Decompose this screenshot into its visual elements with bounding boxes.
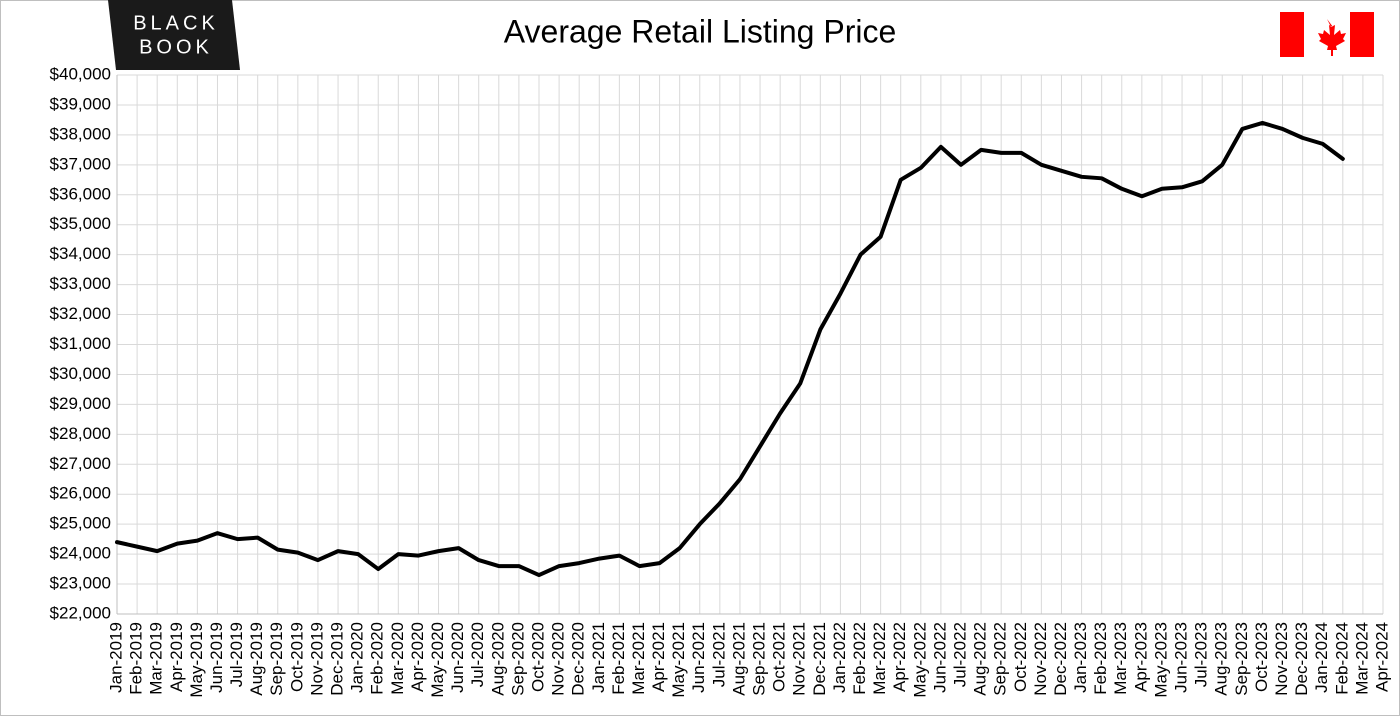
x-tick-label: Nov-2022 [1031, 622, 1050, 696]
flag-band [1350, 12, 1374, 57]
logo-badge [108, 0, 240, 70]
logo: BLACK BOOK [108, 0, 240, 70]
x-tick-label: Jun-2019 [207, 622, 226, 693]
y-tick-label: $38,000 [50, 124, 111, 143]
x-tick-label: Sep-2019 [267, 622, 286, 696]
x-tick-label: Dec-2020 [569, 622, 588, 696]
x-tick-label: Apr-2019 [167, 622, 186, 692]
x-tick-label: Feb-2021 [609, 622, 628, 695]
x-tick-label: Sep-2022 [991, 622, 1010, 696]
logo-text: BOOK [139, 36, 213, 58]
x-tick-label: Jun-2021 [689, 622, 708, 693]
x-tick-label: Jul-2023 [1192, 622, 1211, 687]
y-tick-label: $22,000 [50, 603, 111, 622]
x-tick-label: Aug-2019 [247, 622, 266, 696]
y-tick-label: $29,000 [50, 394, 111, 413]
y-tick-label: $24,000 [50, 544, 111, 563]
x-tick-label: Jul-2019 [227, 622, 246, 687]
y-tick-label: $37,000 [50, 154, 111, 173]
price-line [115, 120, 1345, 578]
x-tick-label: Aug-2022 [971, 622, 990, 696]
y-tick-label: $26,000 [50, 484, 111, 503]
x-tick-label: Jun-2022 [930, 622, 949, 693]
x-tick-label: Dec-2021 [810, 622, 829, 696]
x-tick-label: Jan-2024 [1312, 622, 1331, 693]
x-tick-label: Oct-2023 [1252, 622, 1271, 692]
x-tick-label: Nov-2021 [790, 622, 809, 696]
x-tick-label: Dec-2019 [328, 622, 347, 696]
chart-title: Average Retail Listing Price [504, 13, 897, 49]
x-tick-label: May-2019 [187, 622, 206, 698]
x-tick-label: Jan-2020 [348, 622, 367, 693]
x-tick-label: Jan-2022 [830, 622, 849, 693]
x-tick-label: May-2022 [910, 622, 929, 698]
y-tick-label: $28,000 [50, 424, 111, 443]
x-tick-label: Sep-2020 [508, 622, 527, 696]
x-tick-label: Apr-2024 [1372, 622, 1391, 692]
x-tick-label: Mar-2023 [1111, 622, 1130, 695]
x-tick-label: Oct-2020 [528, 622, 547, 692]
x-tick-label: Feb-2019 [127, 622, 146, 695]
x-tick-label: Nov-2023 [1272, 622, 1291, 696]
y-tick-label: $25,000 [50, 514, 111, 533]
x-tick-label: Jun-2023 [1172, 622, 1191, 693]
x-tick-label: Feb-2024 [1332, 622, 1351, 695]
x-tick-label: May-2020 [428, 622, 447, 698]
x-tick-label: Jul-2020 [468, 622, 487, 687]
y-tick-label: $30,000 [50, 364, 111, 383]
x-tick-label: Aug-2023 [1212, 622, 1231, 696]
x-tick-label: Apr-2022 [890, 622, 909, 692]
x-tick-label: Feb-2023 [1091, 622, 1110, 695]
y-tick-label: $40,000 [50, 64, 111, 83]
x-tick-label: Aug-2020 [488, 622, 507, 696]
y-tick-label: $23,000 [50, 574, 111, 593]
x-tick-label: May-2021 [669, 622, 688, 698]
x-tick-label: Oct-2022 [1011, 622, 1030, 692]
x-tick-label: Mar-2024 [1352, 622, 1371, 695]
x-tick-label: Sep-2023 [1232, 622, 1251, 696]
x-tick-label: Apr-2020 [408, 622, 427, 692]
flag-band [1280, 12, 1304, 57]
y-tick-label: $39,000 [50, 94, 111, 113]
y-tick-label: $32,000 [50, 304, 111, 323]
x-tick-label: Aug-2021 [729, 622, 748, 696]
x-tick-label: Feb-2020 [368, 622, 387, 695]
x-tick-label: Dec-2023 [1292, 622, 1311, 696]
y-tick-label: $27,000 [50, 454, 111, 473]
x-tick-label: Feb-2022 [850, 622, 869, 695]
x-tick-label: Apr-2021 [649, 622, 668, 692]
x-tick-label: Jul-2022 [950, 622, 969, 687]
x-tick-label: Jul-2021 [709, 622, 728, 687]
x-tick-label: Nov-2020 [549, 622, 568, 696]
y-tick-label: $33,000 [50, 274, 111, 293]
x-tick-label: Jan-2023 [1071, 622, 1090, 693]
x-tick-label: Mar-2022 [870, 622, 889, 695]
x-tick-label: Mar-2020 [388, 622, 407, 695]
flag [1280, 12, 1374, 57]
y-tick-label: $35,000 [50, 214, 111, 233]
x-tick-label: Oct-2021 [770, 622, 789, 692]
x-tick-label: Jun-2020 [448, 622, 467, 693]
logo-text: BLACK [133, 12, 219, 34]
flag-leaf [1318, 19, 1346, 56]
x-tick-label: Oct-2019 [287, 622, 306, 692]
x-tick-label: Sep-2021 [750, 622, 769, 696]
x-tick-label: Jan-2019 [106, 622, 125, 693]
x-tick-label: Mar-2021 [629, 622, 648, 695]
y-tick-label: $34,000 [50, 244, 111, 263]
x-tick-label: May-2023 [1151, 622, 1170, 698]
x-tick-label: Mar-2019 [147, 622, 166, 695]
y-tick-label: $31,000 [50, 334, 111, 353]
y-tick-label: $36,000 [50, 184, 111, 203]
x-tick-label: Apr-2023 [1131, 622, 1150, 692]
x-tick-label: Jan-2021 [589, 622, 608, 693]
x-tick-label: Nov-2019 [307, 622, 326, 696]
x-tick-label: Dec-2022 [1051, 622, 1070, 696]
